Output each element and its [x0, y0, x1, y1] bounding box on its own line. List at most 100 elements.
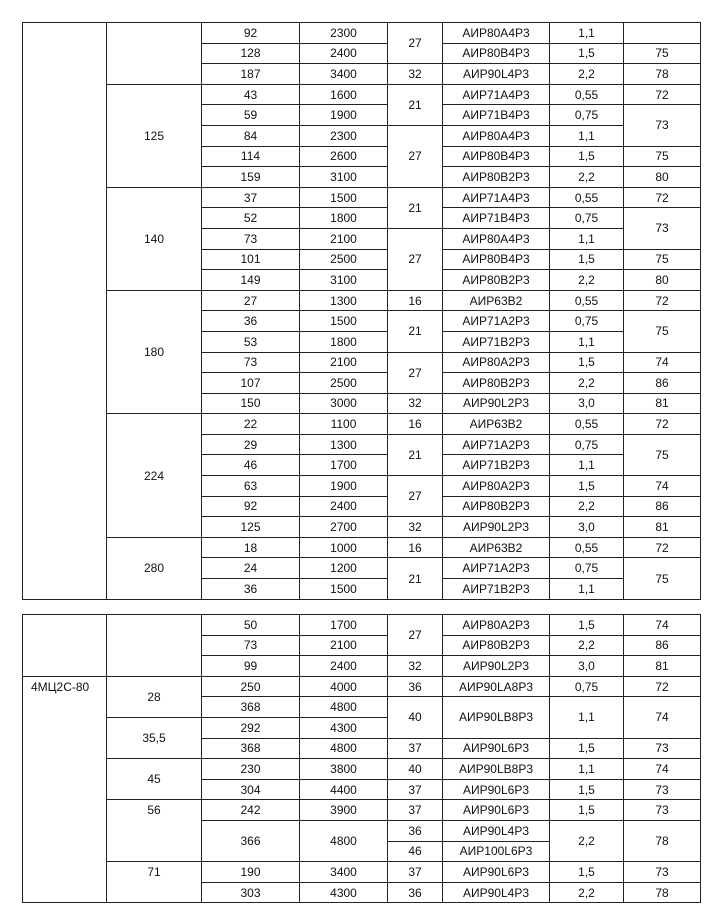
table-cell: 73: [623, 778, 701, 801]
table-cell: 50: [201, 614, 300, 636]
table-cell: 150: [201, 392, 300, 415]
table-cell: 3,0: [549, 392, 624, 415]
table-cell: 27: [387, 613, 443, 657]
table-cell: АИР80А4Р3: [442, 227, 550, 250]
table-cell: 78: [623, 881, 701, 904]
table-cell: 52: [201, 207, 300, 229]
table-cell: 0,55: [549, 186, 624, 209]
table-cell: 21: [387, 557, 443, 600]
table-row: 180 27 1300 16 АИР63В2 0,55 72: [23, 289, 701, 415]
table-cell: 0,75: [549, 310, 624, 332]
table-cell: 78: [623, 63, 701, 85]
table-cell: 1,1: [549, 330, 624, 353]
table-cell: 3100: [299, 269, 388, 291]
table-cell: АИР71В2Р3: [442, 578, 550, 600]
table-cell: 3400: [299, 861, 388, 883]
table-cell: 1,1: [549, 22, 624, 44]
table-row: 56 242 3900 37 АИР90L6Р3 1,5 73: [23, 799, 701, 863]
table-cell: 80: [623, 269, 701, 291]
table-cell: 2300: [299, 22, 388, 44]
table-cell: 18: [201, 536, 300, 559]
table-cell: 1,5: [549, 614, 624, 636]
table-cell: [106, 22, 202, 85]
table-cell: 73: [201, 351, 300, 374]
table-row: 92 2400 АИР80В2Р3 2,2 86: [23, 495, 701, 518]
table-cell: АИР80В2Р3: [442, 372, 550, 394]
table-cell: 16: [387, 289, 443, 312]
table-cell: 187: [201, 63, 300, 85]
table-cell: 73: [623, 104, 701, 147]
table-cell: 0,55: [549, 536, 624, 559]
table-cell: 0,55: [549, 289, 624, 312]
table-cell: 1700: [299, 454, 388, 477]
table-cell: 1900: [299, 104, 388, 126]
table-row: 35,5 292 4300: [23, 716, 701, 760]
table-cell: 81: [623, 392, 701, 415]
table-cell: 75: [623, 42, 701, 65]
table-row: 92 2300 27 АИР80А4Р3 1,1: [22, 21, 701, 600]
table-cell: 1,5: [549, 351, 624, 374]
table-cell: 2600: [299, 145, 388, 168]
table-cell: 250: [201, 675, 300, 698]
table-cell: 72: [623, 413, 701, 435]
table-cell: 75: [623, 433, 701, 477]
table-cell: 149: [201, 269, 300, 291]
table-cell: АИР71А2Р3: [442, 310, 550, 332]
table-row: 125 43 1600 21 АИР71А4Р3 0,55 72: [23, 83, 701, 188]
table-cell: 2500: [299, 248, 388, 271]
table-cell: 78: [623, 819, 701, 863]
table-cell: 81: [623, 516, 701, 538]
table-cell: 180: [106, 289, 202, 415]
table-cell: 2400: [299, 655, 388, 677]
table-cell: 0,75: [549, 207, 624, 229]
table-cell: 114: [201, 145, 300, 168]
table-row: 368 4800 40 АИР90LВ8Р3 1,1 74: [23, 696, 701, 739]
table-cell: 21: [387, 433, 443, 477]
table-cell: 4400: [299, 778, 388, 801]
table-cell: АИР90L6Р3: [442, 737, 550, 760]
table-cell: 45: [106, 758, 202, 801]
table-cell: 75: [623, 248, 701, 271]
table-cell: 43: [201, 83, 300, 106]
table-cell: 56: [106, 799, 202, 863]
table-cell: 3900: [299, 799, 388, 821]
table-row: 99 2400 32 АИР90L2Р3 3,0 81: [23, 655, 701, 677]
table-cell: АИР90L2Р3: [442, 516, 550, 538]
table-cell: 35,5: [106, 716, 202, 760]
table-cell: 27: [201, 289, 300, 312]
table-cell: 303: [201, 881, 300, 904]
table-cell: 81: [623, 655, 701, 677]
table-cell: 74: [623, 696, 701, 739]
table-cell: 2,2: [549, 372, 624, 394]
table-cell: АИР100L6Р3: [442, 840, 550, 863]
table-cell: 16: [387, 536, 443, 559]
table-cell: 2100: [299, 351, 388, 374]
table-cell: 99: [201, 655, 300, 677]
table-cell: 0,75: [549, 557, 624, 580]
table-cell: АИР80В2Р3: [442, 269, 550, 291]
table-cell: 36: [387, 881, 443, 904]
table-cell: АИР90L4Р3: [442, 819, 550, 842]
table-row: 4МЦ2С-80 28 250 4000 36 АИР90LА8Р3 0,75 72: [22, 675, 701, 904]
motor-table-1: 92 2300 27 АИР80А4Р3 1,1 128 2400 АИР80В4Р3 1,5 7…: [22, 21, 701, 600]
table-cell: 1,5: [549, 145, 624, 168]
table-cell: 1,5: [549, 42, 624, 65]
table-cell: АИР71А2Р3: [442, 557, 550, 580]
table-cell: 125: [106, 83, 202, 188]
table-row: 63 1900 27 АИР80А2Р3 1,5 74: [23, 475, 701, 518]
table-cell: АИР80В2Р3: [442, 166, 550, 188]
table-cell: 0,75: [549, 104, 624, 126]
table-cell: АИР90L2Р3: [442, 655, 550, 677]
table-cell: 1200: [299, 557, 388, 580]
table-row: 280 18 1000 16 АИР63В2 0,55 72: [23, 536, 701, 600]
table-cell: 73: [201, 634, 300, 657]
table-cell: 21: [387, 186, 443, 229]
table-row: 303 4300 36 АИР90L4Р3 2,2 78: [23, 881, 701, 904]
table-cell: 190: [201, 861, 300, 883]
table-cell: 0,55: [549, 83, 624, 106]
table-cell: 24: [201, 557, 300, 580]
table-cell: АИР71В4Р3: [442, 104, 550, 126]
table-cell: 73: [623, 207, 701, 250]
table-cell: АИР80В4Р3: [442, 248, 550, 271]
table-cell: 1800: [299, 330, 388, 353]
